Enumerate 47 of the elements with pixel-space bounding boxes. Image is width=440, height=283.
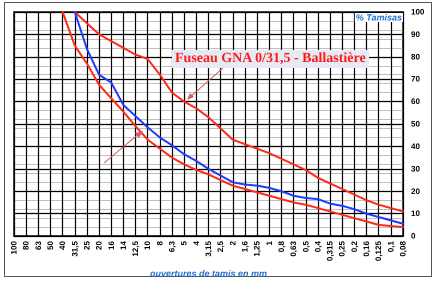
y-tick-label: 50 (411, 120, 420, 129)
x-tick-label: 20 (94, 240, 104, 250)
x-tick-label: 40 (58, 240, 68, 250)
x-tick-label: 25 (82, 240, 92, 250)
x-tick-label: 0,25 (338, 240, 347, 257)
x-tick-label: 6,3 (168, 240, 177, 252)
x-tick-label: 1,6 (240, 240, 250, 252)
x-tick-label: 0,125 (374, 240, 384, 262)
y-tick-label: 10 (411, 209, 420, 218)
x-tick-label: 0,5 (301, 240, 310, 252)
x-tick-label: 14 (118, 240, 128, 250)
x-axis-title: ouvertures de tamis en mm (150, 268, 268, 278)
x-tick-label: 80 (22, 240, 31, 250)
x-tick-label: 0,4 (313, 240, 322, 252)
y-tick-label: 40 (411, 142, 420, 151)
annotation: Fuseau GNA 0/31,5 - Ballastière (172, 50, 369, 68)
y-tick-label: 20 (411, 186, 420, 196)
y-tick-label: 80 (411, 52, 420, 62)
x-tick-label: 63 (34, 240, 43, 250)
x-tick-label: 1,25 (252, 240, 262, 257)
y-tick-label: 60 (411, 97, 420, 106)
x-tick-label: 10 (143, 240, 152, 250)
x-tick-label: 8 (155, 240, 164, 246)
x-tick-label: 0,8 (276, 240, 286, 252)
x-tick-label: 2 (228, 240, 238, 246)
x-tick-label: 1 (264, 240, 274, 246)
x-tick-label: 3,15 (204, 240, 213, 257)
y-tick-label: 100 (411, 8, 425, 16)
x-tick-label: 4 (192, 240, 201, 246)
x-tick-label: 12,5 (131, 240, 140, 257)
y-tick-label: 90 (411, 30, 420, 39)
x-tick-label: 31,5 (70, 240, 80, 257)
x-tick-label: 0,08 (398, 240, 408, 257)
y-tick-label: 0 (411, 232, 416, 241)
x-tick-label: 2,5 (216, 240, 226, 252)
x-tick-label: 0,63 (289, 240, 298, 257)
y-tick-label: 30 (411, 164, 420, 174)
x-tick-label: 100 (10, 240, 18, 254)
y-tick-label: 70 (411, 74, 420, 84)
x-tick-label: 0,2 (350, 240, 359, 252)
x-tick-label: 5 (180, 240, 189, 246)
y-axis-title: % Tamisas (356, 12, 402, 22)
x-tick-label: 0,16 (362, 240, 372, 257)
x-tick-label: 16 (106, 240, 116, 250)
x-tick-label: 0,315 (326, 240, 335, 262)
x-tick-label: 50 (46, 240, 55, 250)
x-tick-label: 0,1 (386, 240, 396, 252)
